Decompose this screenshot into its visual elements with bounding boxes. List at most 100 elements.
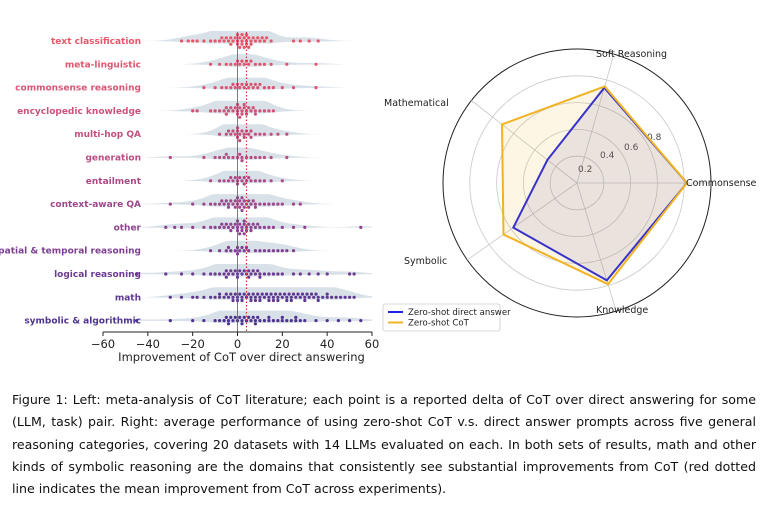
data-point [242, 269, 246, 273]
data-point [289, 319, 293, 323]
data-point [258, 132, 262, 136]
data-point [249, 109, 253, 113]
data-point [202, 39, 206, 43]
data-point [218, 295, 222, 299]
data-point [258, 179, 262, 183]
data-point [229, 292, 233, 296]
data-point [222, 272, 226, 276]
data-point [202, 155, 206, 160]
data-point [274, 292, 278, 296]
data-point [249, 155, 253, 160]
legend-label: Zero-shot direct answer [408, 308, 511, 318]
data-point [226, 322, 231, 326]
data-point [202, 202, 206, 206]
data-point [285, 319, 289, 323]
data-point [218, 62, 222, 66]
data-point [238, 315, 242, 319]
data-point [267, 315, 271, 319]
data-point [202, 319, 206, 323]
data-point [226, 129, 231, 133]
data-point [343, 295, 347, 299]
data-point [242, 199, 246, 203]
data-point [242, 62, 246, 66]
data-point [267, 202, 271, 206]
data-point [233, 62, 237, 66]
data-point [247, 292, 251, 296]
data-point [271, 298, 275, 303]
data-point [209, 249, 213, 253]
data-point [240, 245, 244, 250]
data-point [294, 319, 298, 323]
radar-spoke [471, 100, 578, 184]
data-point [213, 155, 217, 160]
data-point [231, 82, 235, 86]
data-point [258, 62, 262, 66]
data-point [202, 86, 206, 90]
data-point [267, 295, 271, 299]
data-point [224, 269, 228, 273]
data-point [298, 319, 302, 323]
data-point [312, 295, 316, 299]
data-point [240, 225, 244, 229]
radar-tick-label: 0.8 [647, 133, 662, 143]
data-point [249, 202, 253, 206]
data-point [258, 39, 262, 43]
data-point [280, 319, 284, 323]
data-point [247, 132, 251, 136]
data-point [249, 42, 253, 46]
data-point [229, 222, 233, 226]
data-point [224, 152, 228, 156]
data-point [135, 319, 139, 323]
data-point [226, 39, 231, 43]
data-point [231, 225, 235, 229]
x-axis-title: Improvement of CoT over direct answering [118, 350, 365, 364]
data-point [164, 272, 168, 276]
x-tick-label: −40 [136, 337, 160, 351]
data-point [249, 59, 253, 63]
category-label: context-aware QA [50, 200, 141, 210]
radar-spoke [576, 182, 617, 312]
data-point [240, 42, 244, 46]
data-point [233, 132, 237, 136]
data-point [298, 295, 302, 299]
data-point [336, 319, 340, 323]
data-point [258, 319, 262, 323]
data-point [168, 295, 172, 299]
data-point [247, 249, 251, 253]
data-point [253, 155, 257, 160]
data-point [224, 199, 228, 203]
data-point [247, 222, 251, 226]
data-point [238, 249, 242, 253]
data-point [226, 225, 231, 229]
data-point [262, 319, 266, 323]
data-point [209, 179, 213, 183]
data-point [218, 292, 222, 296]
data-point [291, 202, 296, 206]
data-point [209, 272, 213, 276]
data-point [238, 86, 242, 90]
data-point [296, 292, 300, 296]
radar-series-cot [500, 85, 689, 286]
data-point [179, 295, 184, 299]
data-point [280, 295, 284, 299]
data-point [244, 295, 249, 299]
data-point [249, 129, 253, 133]
data-point [240, 295, 244, 299]
data-point [173, 225, 177, 229]
data-point [262, 39, 266, 43]
data-point [316, 272, 320, 276]
data-point [289, 298, 293, 303]
data-point [249, 39, 253, 43]
data-point [291, 292, 296, 296]
data-point [195, 109, 199, 113]
data-point [226, 205, 231, 209]
data-point [242, 219, 246, 223]
data-point [260, 292, 264, 296]
data-point [291, 272, 296, 276]
data-point [276, 249, 280, 253]
data-point [256, 86, 260, 90]
data-point [280, 272, 284, 276]
category-label: commonsense reasoning [15, 84, 141, 94]
data-point [271, 225, 275, 229]
